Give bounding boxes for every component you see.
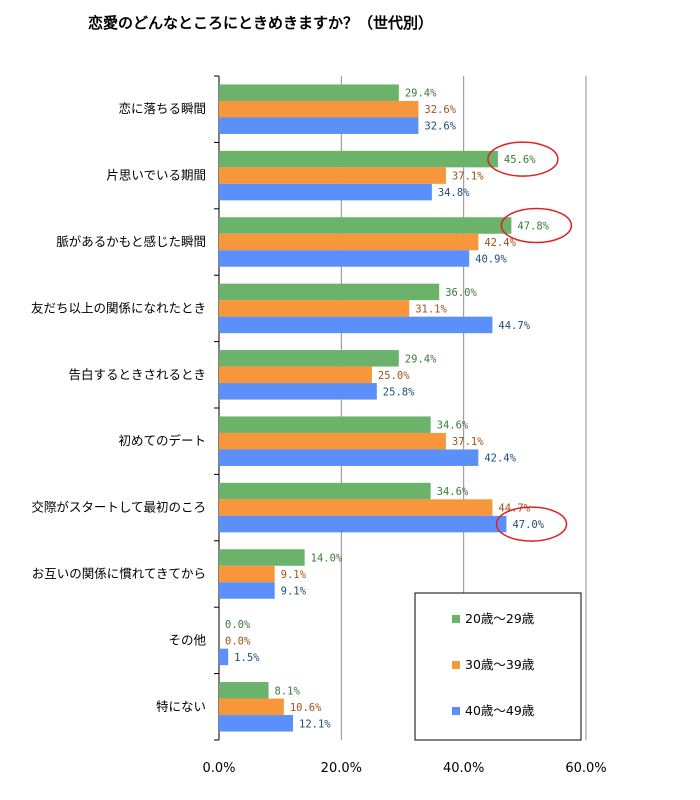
category-label: 恋に落ちる瞬間 xyxy=(118,101,206,116)
bar xyxy=(219,715,294,732)
data-labels: 29.4%32.6%32.6%45.6%37.1%34.8%47.8%42.4%… xyxy=(225,88,550,731)
bar xyxy=(219,150,498,168)
data-label: 37.1% xyxy=(452,436,484,448)
legend-label: 20歳～29歳 xyxy=(465,611,535,626)
data-label: 34.8% xyxy=(438,187,470,199)
category-label: 特にない xyxy=(156,699,206,714)
x-axis-ticks: 0.0% 20.0% 40.0% 60.0% xyxy=(202,761,606,776)
legend: 20歳～29歳 30歳～39歳 40歳～49歳 xyxy=(414,592,582,741)
data-label: 42.4% xyxy=(484,237,516,249)
data-label: 32.6% xyxy=(424,121,456,133)
bar xyxy=(219,449,479,466)
bar xyxy=(219,283,440,301)
x-tick-label: 40.0% xyxy=(443,761,484,776)
bar xyxy=(219,300,410,317)
legend-swatch xyxy=(452,661,460,669)
data-label: 29.4% xyxy=(405,88,437,100)
x-tick-label: 60.0% xyxy=(565,761,606,776)
data-label: 9.1% xyxy=(281,586,307,598)
bar xyxy=(219,383,377,400)
bar xyxy=(219,250,470,267)
data-label: 8.1% xyxy=(275,685,301,697)
category-label: 脈があるかもと感じた瞬間 xyxy=(56,234,206,249)
bar xyxy=(219,482,431,500)
category-label: 片思いでいる期間 xyxy=(106,168,206,183)
bar xyxy=(219,100,419,118)
data-label: 36.0% xyxy=(445,287,477,299)
data-label: 25.0% xyxy=(378,370,410,382)
category-label: お互いの関係に慣れてきてから xyxy=(32,566,206,581)
bar xyxy=(219,499,493,516)
category-label: その他 xyxy=(168,632,206,647)
bar xyxy=(219,183,432,201)
bar xyxy=(219,316,493,334)
bar xyxy=(219,432,446,450)
legend-label: 30歳～39歳 xyxy=(465,657,535,672)
legend-swatch xyxy=(452,615,460,623)
data-label: 34.6% xyxy=(437,420,469,432)
category-label: 初めてのデート xyxy=(118,433,206,448)
bar xyxy=(219,366,372,384)
bar xyxy=(219,682,269,699)
data-label: 45.6% xyxy=(504,154,536,166)
bar xyxy=(219,217,512,234)
data-label: 47.8% xyxy=(517,221,549,233)
highlight-ellipse xyxy=(487,141,559,177)
data-label: 0.0% xyxy=(225,635,251,647)
data-label: 44.7% xyxy=(498,320,530,332)
highlight-ellipse xyxy=(495,506,568,542)
data-label: 12.1% xyxy=(299,718,331,730)
data-label: 10.6% xyxy=(290,702,322,714)
bar xyxy=(219,565,275,583)
data-label: 29.4% xyxy=(405,353,437,365)
highlight-ellipses xyxy=(487,141,573,542)
data-label: 42.4% xyxy=(484,453,516,465)
chart-title: 恋愛のどんなところにときめきますか？（世代別） xyxy=(88,14,434,32)
bar xyxy=(219,117,419,134)
legend-swatch xyxy=(452,707,460,715)
bar xyxy=(219,233,479,251)
data-label: 32.6% xyxy=(424,104,456,116)
data-label: 34.6% xyxy=(437,486,469,498)
bars xyxy=(219,84,512,732)
data-label: 14.0% xyxy=(311,553,343,565)
bar xyxy=(219,582,275,599)
legend-label: 40歳～49歳 xyxy=(465,703,535,718)
data-label: 1.5% xyxy=(234,652,260,664)
bar xyxy=(219,515,507,533)
highlight-ellipse xyxy=(500,207,573,244)
category-label: 友だち以上の関係になれたとき xyxy=(31,300,206,315)
bar xyxy=(219,350,399,367)
category-label: 告白するときされるとき xyxy=(68,367,206,382)
x-tick-label: 20.0% xyxy=(321,761,362,776)
bar xyxy=(219,84,399,101)
bar xyxy=(219,698,284,716)
data-label: 9.1% xyxy=(281,569,307,581)
x-tick-label: 0.0% xyxy=(202,761,235,776)
data-label: 31.1% xyxy=(415,303,447,315)
data-label: 40.9% xyxy=(475,254,507,266)
data-label: 25.8% xyxy=(383,386,415,398)
data-label: 47.0% xyxy=(512,519,544,531)
category-label: 交際がスタートして最初のころ xyxy=(31,500,206,515)
data-label: 37.1% xyxy=(452,171,484,183)
bar xyxy=(219,416,431,433)
category-labels: 恋に落ちる瞬間片思いでいる期間脈があるかもと感じた瞬間友だち以上の関係になれたと… xyxy=(31,101,207,714)
bar xyxy=(219,648,229,666)
bar xyxy=(219,167,446,184)
bar xyxy=(219,549,305,566)
legend-box xyxy=(414,592,582,741)
data-label: 0.0% xyxy=(225,619,251,631)
